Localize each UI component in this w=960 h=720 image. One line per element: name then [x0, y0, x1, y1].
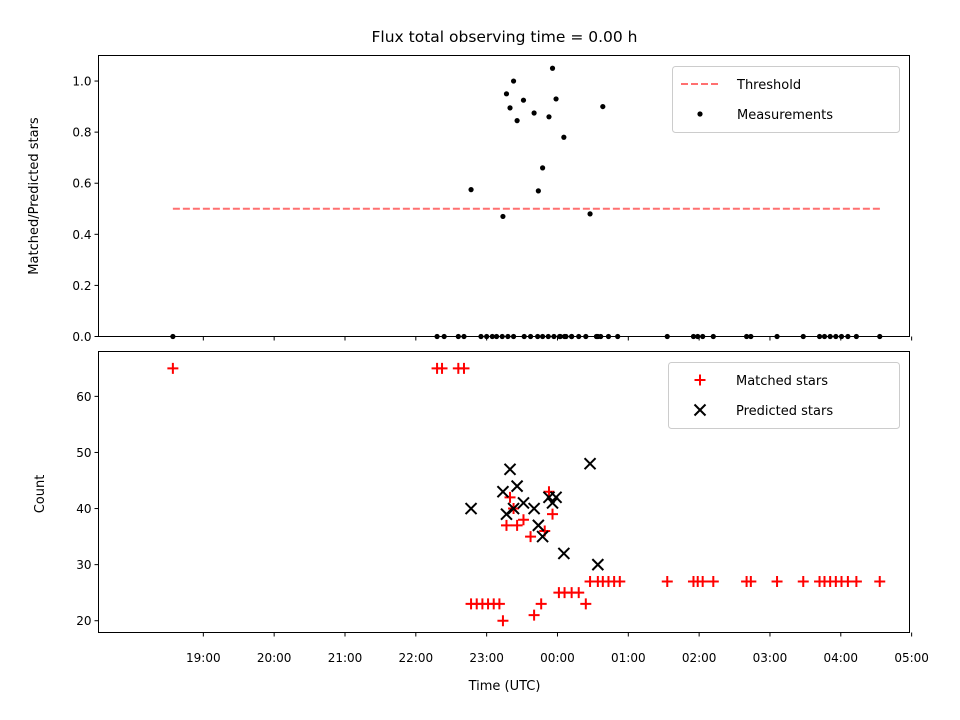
x-tick-label: 23:00	[469, 651, 504, 665]
predicted-star-point	[500, 507, 513, 521]
matched-star-point	[511, 519, 523, 531]
bottom-y-tick-label: 60	[76, 390, 91, 404]
measurement-point	[510, 78, 517, 84]
predicted-star-point	[546, 496, 559, 510]
x-tick-label: 05:00	[894, 651, 929, 665]
matched-star-point	[458, 362, 470, 374]
x-tick-label: 21:00	[328, 651, 363, 665]
matched-star-point	[497, 615, 509, 627]
bottom-y-tick-label: 20	[76, 614, 91, 628]
top-y-tick-label: 0.8	[72, 126, 91, 140]
top-y-tick-label: 0.0	[72, 330, 91, 344]
top-y-tick-label: 0.2	[72, 279, 91, 293]
matched-star-point	[573, 587, 585, 599]
predicted-star-point	[503, 463, 517, 476]
top-plot-frame	[98, 55, 910, 337]
top-legend-frame	[672, 66, 900, 133]
measurement-point	[553, 96, 559, 102]
matched-star-point	[493, 598, 505, 610]
matched-star-point	[614, 575, 626, 587]
legend-measurements-label: Measurements	[737, 108, 833, 123]
measurement-point	[535, 188, 541, 194]
matched-star-point	[580, 598, 592, 610]
x-tick-label: 20:00	[257, 651, 292, 665]
bottom-y-tick-label: 30	[76, 558, 91, 572]
measurement-point	[507, 105, 513, 111]
legend-threshold-label: Threshold	[736, 78, 801, 93]
top-y-tick-label: 0.4	[72, 228, 91, 242]
legend-matched-label: Matched stars	[736, 374, 828, 389]
predicted-star-point	[507, 502, 520, 515]
measurement-point	[549, 65, 556, 71]
predicted-star-point	[583, 457, 597, 470]
matched-star-point	[535, 598, 547, 610]
matched-star-point	[771, 575, 783, 587]
measurement-point	[514, 118, 520, 124]
matched-star-point	[528, 609, 540, 621]
predicted-star-point	[510, 479, 524, 493]
bottom-y-tick-label: 40	[76, 502, 91, 516]
legend-measurements-swatch	[697, 111, 703, 117]
matched-star-point	[525, 531, 537, 543]
legend-matched-swatch	[694, 374, 706, 386]
measurement-point	[600, 103, 606, 110]
legend-predicted-label: Predicted stars	[736, 404, 833, 419]
matched-star-point	[850, 575, 862, 587]
predicted-star-point	[517, 496, 530, 510]
measurement-point	[531, 110, 537, 116]
predicted-star-point	[536, 530, 549, 543]
bottom-legend: Matched stars Predicted stars	[668, 362, 900, 429]
predicted-star-point	[532, 519, 545, 532]
top-y-axis-label: Matched/Predicted stars	[27, 117, 42, 275]
predicted-star-point	[464, 502, 478, 515]
measurement-point	[546, 114, 552, 120]
x-tick-label: 04:00	[823, 651, 858, 665]
x-tick-label: 02:00	[682, 651, 717, 665]
matched-star-point	[661, 575, 673, 587]
matched-star-point	[707, 575, 719, 587]
measurement-point	[561, 134, 567, 140]
bottom-y-tick-label: 50	[76, 446, 91, 460]
predicted-star-point	[591, 558, 605, 571]
matched-star-point	[797, 575, 809, 587]
measurement-point	[468, 187, 474, 193]
predicted-star-point	[557, 547, 571, 560]
matched-star-point	[500, 519, 512, 531]
x-tick-label: 22:00	[399, 651, 434, 665]
matched-star-point	[874, 575, 886, 587]
bottom-plot-frame	[98, 351, 910, 633]
matched-star-point	[504, 491, 516, 503]
top-y-tick-label: 1.0	[72, 75, 91, 89]
measurement-point	[503, 91, 510, 97]
legend-predicted-swatch	[693, 403, 707, 417]
measurement-point	[500, 213, 506, 220]
chart-title: Flux total observing time = 0.00 h	[371, 28, 637, 46]
top-legend: Threshold Measurements	[672, 66, 900, 133]
predicted-star-point	[527, 502, 541, 515]
x-tick-label: 00:00	[540, 651, 575, 665]
bottom-y-axis-label: Count	[33, 475, 48, 514]
matched-star-point	[543, 486, 555, 498]
measurement-point	[587, 211, 593, 217]
measurement-point	[540, 165, 546, 171]
matched-star-point	[745, 575, 757, 587]
matched-star-point	[436, 362, 448, 374]
predicted-star-point	[496, 485, 510, 498]
bottom-axes-content: 20 30 40 50 60 19:00 20:00 21:00 22:00 23:00 00:00…	[76, 362, 929, 665]
bottom-legend-frame	[668, 362, 900, 429]
matched-star-point	[167, 362, 179, 374]
top-y-tick-label: 0.6	[72, 177, 91, 191]
measurement-point	[520, 97, 527, 103]
predicted-star-point	[549, 491, 563, 504]
x-axis-label: Time (UTC)	[468, 679, 541, 694]
matched-star-point	[697, 575, 709, 587]
x-tick-label: 01:00	[611, 651, 646, 665]
x-tick-label: 03:00	[753, 651, 788, 665]
matched-star-point	[547, 508, 559, 520]
matched-star-point	[517, 514, 529, 526]
x-tick-label: 19:00	[186, 651, 221, 665]
